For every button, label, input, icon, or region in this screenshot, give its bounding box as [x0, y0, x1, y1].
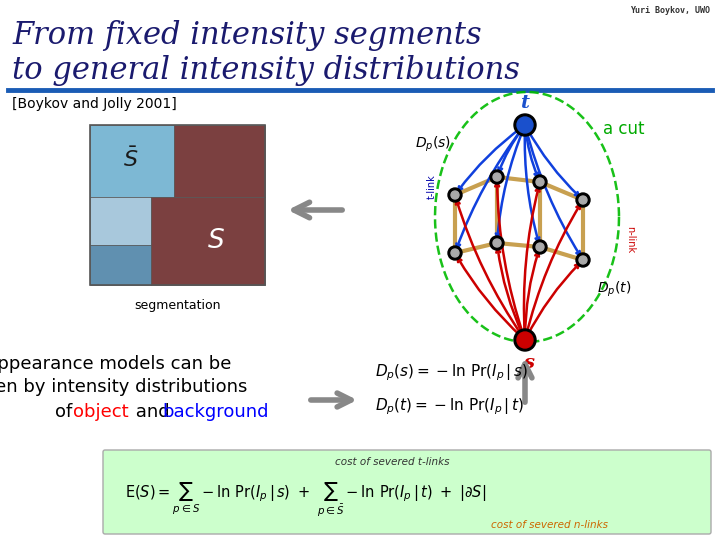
Bar [174, 125, 265, 197]
Text: From fixed intensity segments: From fixed intensity segments [12, 20, 482, 51]
Bar [90, 245, 151, 285]
Text: t: t [521, 94, 529, 112]
Text: $\bar{S}$: $\bar{S}$ [122, 148, 138, 172]
Text: cost of severed n-links: cost of severed n-links [491, 520, 608, 530]
Circle shape [493, 239, 501, 247]
Circle shape [451, 249, 459, 257]
Text: n-link: n-link [625, 226, 635, 254]
Circle shape [533, 175, 547, 189]
Text: given by intensity distributions: given by intensity distributions [0, 378, 248, 396]
Text: object: object [73, 403, 129, 421]
Text: cost of severed t-links: cost of severed t-links [335, 457, 449, 467]
Circle shape [576, 193, 590, 207]
Text: to general intensity distributions: to general intensity distributions [12, 55, 520, 86]
Text: $D_p(s) = -\ln\,\mathrm{Pr}(I_p\,|\,s)$: $D_p(s) = -\ln\,\mathrm{Pr}(I_p\,|\,s)$ [375, 362, 528, 383]
Text: $D_p(s)$: $D_p(s)$ [415, 135, 451, 154]
Circle shape [517, 332, 533, 348]
Text: background: background [162, 403, 269, 421]
Circle shape [493, 173, 501, 181]
Text: $\mathrm{E}(S) = \sum_{p \in S} -\ln\,\mathrm{Pr}(I_p\,|\,s)\ +\ \sum_{p \in \ba: $\mathrm{E}(S) = \sum_{p \in S} -\ln\,\m… [125, 481, 486, 519]
Bar [90, 125, 265, 285]
Text: Appearance models can be: Appearance models can be [0, 355, 231, 373]
Circle shape [451, 191, 459, 199]
Circle shape [579, 196, 587, 204]
Text: t-link: t-link [427, 174, 437, 199]
Circle shape [490, 170, 504, 184]
Circle shape [448, 246, 462, 260]
Text: Yuri Boykov, UWO: Yuri Boykov, UWO [630, 6, 710, 15]
Text: [Boykov and Jolly 2001]: [Boykov and Jolly 2001] [12, 97, 176, 111]
Circle shape [536, 178, 544, 186]
Bar [90, 197, 151, 245]
Bar [151, 197, 265, 285]
Circle shape [514, 329, 536, 351]
Bar [90, 125, 174, 197]
Text: s: s [523, 354, 534, 372]
Circle shape [576, 253, 590, 267]
Circle shape [514, 114, 536, 136]
Text: $D_p(t)$: $D_p(t)$ [597, 280, 631, 299]
Text: and: and [130, 403, 176, 421]
Circle shape [536, 243, 544, 251]
Text: a cut: a cut [603, 120, 644, 138]
Circle shape [517, 117, 533, 133]
FancyBboxPatch shape [103, 450, 711, 534]
Circle shape [448, 188, 462, 202]
Text: $D_p(t) = -\ln\,\mathrm{Pr}(I_p\,|\,t)$: $D_p(t) = -\ln\,\mathrm{Pr}(I_p\,|\,t)$ [375, 396, 524, 416]
Circle shape [533, 240, 547, 254]
Circle shape [579, 256, 587, 264]
Text: segmentation: segmentation [134, 299, 221, 312]
Circle shape [490, 236, 504, 250]
Text: $S$: $S$ [207, 228, 225, 253]
Text: of: of [55, 403, 78, 421]
